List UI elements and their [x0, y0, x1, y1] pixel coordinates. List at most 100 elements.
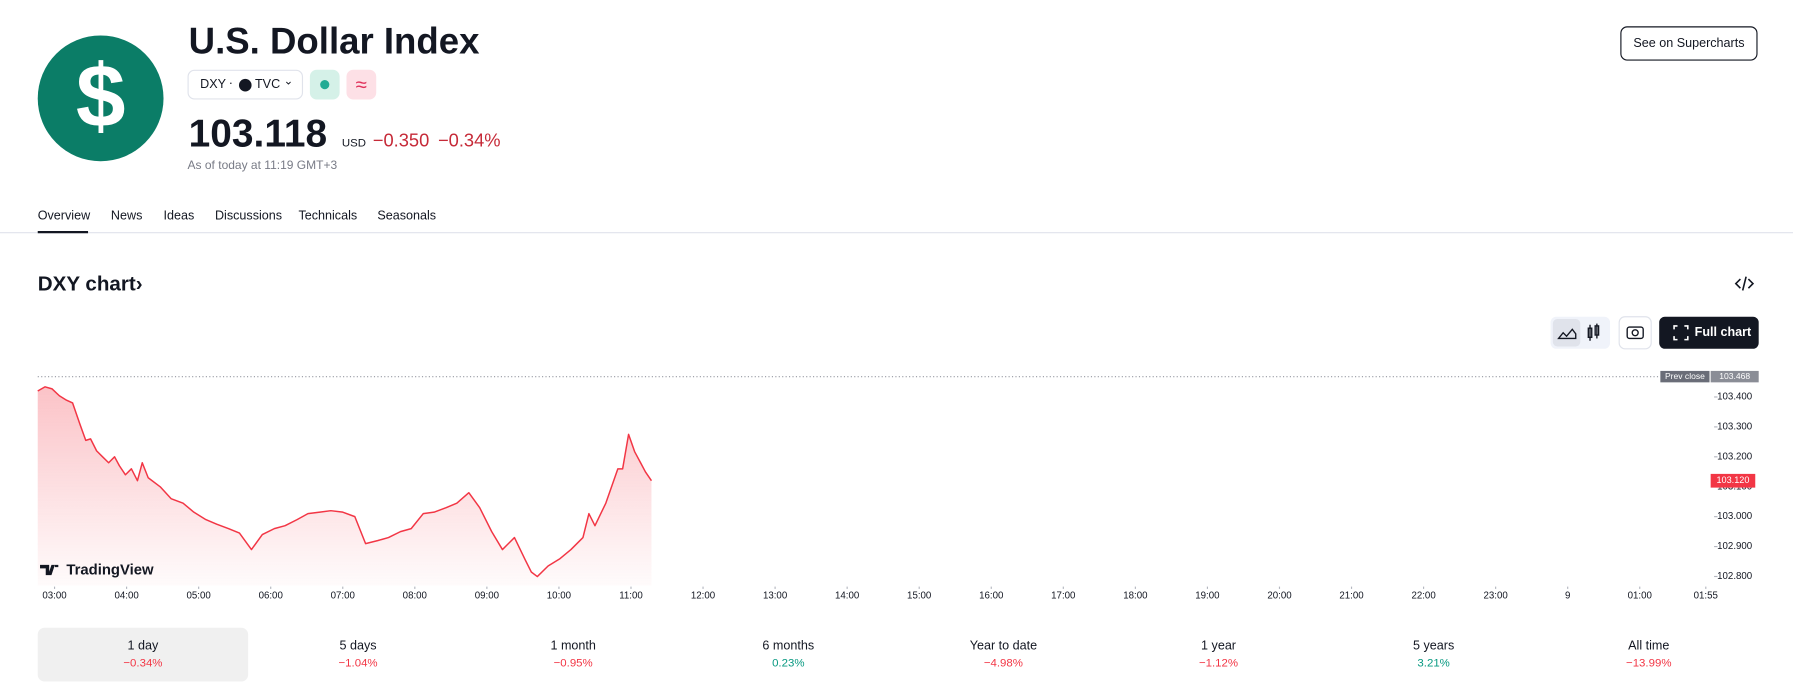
x-tick-label: 01:00: [1628, 590, 1653, 601]
full-chart-button[interactable]: [1659, 316, 1759, 349]
tab[interactable]: Seasonals: [377, 209, 437, 223]
logo-symbol: $: [76, 45, 126, 145]
period[interactable]: 6 months 0.23%: [683, 628, 893, 682]
x-tick-label: 21:00: [1339, 590, 1364, 601]
candle-button[interactable]: [1587, 323, 1600, 341]
delayed-badge[interactable]: ≈: [346, 69, 377, 100]
prev-close-value-tag: [1710, 370, 1759, 383]
x-tick-label: 9: [1565, 590, 1570, 601]
last-price-label: 103.120: [1716, 475, 1749, 485]
period-change: −4.98%: [983, 657, 1023, 671]
chart-heading-arrow: ›: [135, 272, 143, 296]
x-tick-label: 18:00: [1123, 590, 1148, 601]
prev-close-tag: [1660, 370, 1710, 383]
x-tick-label: 12:00: [691, 590, 716, 601]
logo: [37, 35, 164, 162]
camera-icon: [1626, 326, 1644, 340]
period-change: 3.21%: [1417, 657, 1450, 671]
period-label: 1 day: [127, 639, 159, 653]
x-tick-label: 20:00: [1267, 590, 1292, 601]
x-tick-label: 10:00: [547, 590, 572, 601]
period-change: 0.23%: [772, 657, 805, 671]
y-tick-label: 103.000: [1717, 511, 1753, 522]
period-label: 1 month: [550, 639, 596, 653]
watermark: TradingView: [40, 563, 154, 579]
exchange-icon: [238, 78, 252, 92]
chart-heading-text[interactable]: DXY chart: [37, 272, 136, 296]
period-change: −13.99%: [1626, 657, 1672, 671]
y-tick-label: 103.200: [1717, 451, 1753, 462]
status-dot: [320, 80, 330, 90]
supercharts-button[interactable]: See on Supercharts: [1620, 26, 1758, 61]
period-change: −0.34%: [123, 657, 163, 671]
period-label: Year to date: [969, 639, 1038, 653]
symbol-pill[interactable]: DXY · TVC ⌄: [187, 69, 304, 100]
period[interactable]: Year to date −4.98%: [898, 628, 1108, 682]
full-chart-label[interactable]: Full chart: [1695, 325, 1752, 339]
prev-close-value: 103.468: [1719, 371, 1750, 381]
x-tick-label: 13:00: [763, 590, 788, 601]
x-tick-label: 15:00: [907, 590, 932, 601]
period-change: −0.95%: [553, 657, 593, 671]
tab[interactable]: Ideas: [163, 209, 195, 223]
line: [37, 386, 653, 578]
tab[interactable]: Technicals: [298, 209, 358, 223]
area-icon: [1557, 328, 1577, 340]
period-change: −1.04%: [338, 657, 378, 671]
y-tick-label: 102.900: [1717, 541, 1753, 552]
period[interactable]: 1 month −0.95%: [468, 628, 678, 682]
x-tick-label: 01:55: [1694, 590, 1718, 601]
tab[interactable]: Discussions: [214, 209, 283, 223]
tab[interactable]: News: [110, 209, 143, 223]
market-status[interactable]: [309, 69, 340, 100]
x-tick-label: 06:00: [259, 590, 284, 601]
x-tick-label: 05:00: [187, 590, 212, 601]
x-tick-label: 22:00: [1411, 590, 1436, 601]
exchange: TVC: [254, 77, 281, 92]
area-chart-button[interactable]: [1552, 319, 1581, 347]
title: U.S. Dollar Index: [188, 20, 480, 62]
separator: ·: [228, 76, 233, 91]
period[interactable]: 5 days −1.04%: [253, 628, 463, 682]
price: 103.118: [188, 112, 328, 156]
y-tick-label: 102.800: [1717, 571, 1753, 582]
x-tick-label: 09:00: [475, 590, 500, 601]
last-price-tag: [1710, 473, 1756, 488]
period[interactable]: 1 day −0.34%: [37, 627, 249, 682]
x-tick-label: 17:00: [1051, 590, 1076, 601]
change: −0.350: [372, 131, 430, 151]
x-tick-label: 19:00: [1195, 590, 1220, 601]
change-percent: −0.34%: [437, 131, 501, 151]
period-change: −1.12%: [1198, 657, 1239, 671]
fullscreen-icon: [1673, 325, 1689, 341]
prev-close-label: Prev close: [1665, 371, 1705, 381]
plot: 102.800102.900103.000103.100103.200103.3…: [37, 370, 1759, 601]
period-label: All time: [1628, 639, 1670, 653]
x-tick-label: 03:00: [42, 590, 67, 601]
dropdown-arrow: ⌄: [283, 75, 294, 89]
area: [37, 386, 652, 586]
currency: USD: [341, 137, 367, 150]
watermark-text: TradingView: [66, 563, 154, 579]
x-tick-label: 16:00: [979, 590, 1004, 601]
chart-heading[interactable]: DXY chart›: [38, 272, 143, 296]
x-tick-label: 14:00: [835, 590, 860, 601]
symbol: DXY: [200, 77, 226, 92]
x-tick-label: 23:00: [1483, 590, 1508, 601]
y-tick-label: 103.400: [1717, 392, 1753, 403]
period-label: 5 days: [339, 639, 377, 653]
tab[interactable]: Overview: [37, 209, 91, 223]
snapshot-button[interactable]: [1618, 316, 1652, 350]
as-of: As of today at 11:19 GMT+3: [187, 158, 338, 173]
period-label: 1 year: [1201, 639, 1237, 653]
period[interactable]: 5 years 3.21%: [1328, 628, 1538, 682]
embed-icon[interactable]: [1734, 276, 1755, 291]
period[interactable]: 1 year −1.12%: [1113, 628, 1323, 682]
x-tick-label: 04:00: [114, 590, 139, 601]
period-label: 6 months: [762, 639, 815, 653]
period[interactable]: All time −13.99%: [1544, 628, 1754, 682]
period-label: 5 years: [1413, 639, 1455, 653]
